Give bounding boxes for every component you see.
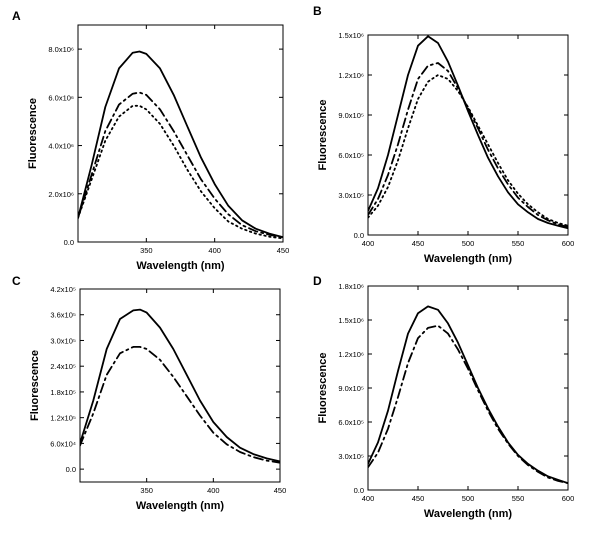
x-axis-title: Wavelength (nm): [136, 500, 225, 512]
y-tick-label: 4.0x10⁶: [48, 142, 74, 151]
plot-frame: [367, 285, 569, 491]
y-tick-label: 1.8x10⁵: [50, 388, 76, 397]
x-axis-title: Wavelength (nm): [424, 253, 513, 265]
y-tick-label: 0.0: [354, 486, 364, 495]
x-tick-label: 600: [562, 239, 575, 248]
series-dotted-line: [78, 104, 283, 240]
panel-label: A: [12, 9, 21, 23]
y-tick-label: 9.0x10⁵: [338, 111, 364, 120]
x-tick-label: 450: [277, 246, 290, 255]
series-solid-line: [78, 50, 283, 239]
x-tick-label: 400: [362, 494, 375, 503]
x-tick-label: 600: [562, 494, 575, 503]
plot-frame: [367, 34, 569, 236]
panel-c: C 350 400 450 0.0 6.0x10⁴ 1.2x10⁵ 1.8x10⁵ 2.4x10…: [12, 274, 286, 512]
panel-label: D: [313, 274, 322, 288]
series-dashed-line: [368, 62, 568, 228]
x-tick-label: 500: [462, 494, 475, 503]
y-tick-label: 0.0: [66, 465, 76, 474]
x-tick-label: 500: [462, 239, 475, 248]
x-tick-label: 450: [274, 486, 287, 495]
y-tick-label: 2.4x10⁵: [50, 362, 76, 371]
y-tick-label: 1.8x10⁶: [338, 282, 364, 291]
series-solid-line: [368, 35, 568, 230]
x-tick-label: 550: [512, 494, 525, 503]
y-tick-label: 0.0: [64, 238, 74, 247]
y-tick-label: 4.2x10⁵: [50, 285, 76, 294]
x-tick-label: 350: [140, 246, 153, 255]
y-tick-label: 3.6x10⁵: [50, 311, 76, 320]
y-tick-label: 9.0x10⁵: [338, 384, 364, 393]
y-tick-label: 3.0x10⁵: [338, 452, 364, 461]
panel-label: B: [313, 4, 322, 18]
y-tick-label: 6.0x10⁴: [50, 439, 76, 448]
y-tick-label: 3.0x10⁵: [338, 191, 364, 200]
series-dashed-line: [78, 91, 283, 239]
y-axis-title: Fluorescence: [317, 100, 329, 171]
y-tick-label: 0.0: [354, 231, 364, 240]
y-tick-label: 1.5x10⁶: [338, 316, 364, 325]
y-tick-label: 6.0x10⁵: [338, 418, 364, 427]
series-solid-line: [80, 308, 280, 463]
x-tick-label: 400: [207, 486, 220, 495]
x-axis-title: Wavelength (nm): [424, 508, 513, 520]
y-axis-title: Fluorescence: [27, 98, 39, 169]
plot-frame: [77, 24, 284, 243]
series-dotted-line: [368, 74, 568, 227]
x-tick-label: 400: [362, 239, 375, 248]
series-solid-line: [368, 305, 568, 485]
series-dashed-line: [80, 346, 280, 464]
y-tick-label: 1.2x10⁶: [338, 71, 364, 80]
panel-label: C: [12, 274, 21, 288]
x-tick-label: 450: [412, 239, 425, 248]
y-tick-label: 1.2x10⁶: [338, 350, 364, 359]
panel-d: D 400 450 500 550 600 0.0 3.0x10⁵ 6.0x10⁵ 9.0x10⁵…: [313, 274, 574, 520]
x-tick-label: 450: [412, 494, 425, 503]
y-axis-title: Fluorescence: [29, 350, 41, 421]
y-tick-label: 6.0x10⁶: [48, 93, 74, 102]
x-tick-label: 400: [208, 246, 221, 255]
y-tick-label: 2.0x10⁶: [48, 190, 74, 199]
x-tick-label: 350: [140, 486, 153, 495]
plot-frame: [79, 288, 281, 483]
y-tick-label: 3.0x10⁵: [50, 336, 76, 345]
x-axis-title: Wavelength (nm): [136, 260, 225, 272]
y-tick-label: 1.5x10⁶: [338, 31, 364, 40]
y-tick-label: 1.2x10⁵: [50, 414, 76, 423]
panel-a: A 350 400 450 0.0 2.0x10⁶ 4.0x10⁶ 6.0x10⁶ 8.0x10…: [12, 9, 289, 272]
x-tick-label: 550: [512, 239, 525, 248]
y-tick-label: 8.0x10⁶: [48, 45, 74, 54]
y-tick-label: 6.0x10⁵: [338, 151, 364, 160]
y-axis-title: Fluorescence: [317, 353, 329, 424]
panel-b: B 400 450 500 550 600 0.0 3.0x10⁵ 6.0x10⁵ 9.0x10⁵…: [313, 4, 574, 265]
series-dashed-line: [368, 324, 568, 485]
